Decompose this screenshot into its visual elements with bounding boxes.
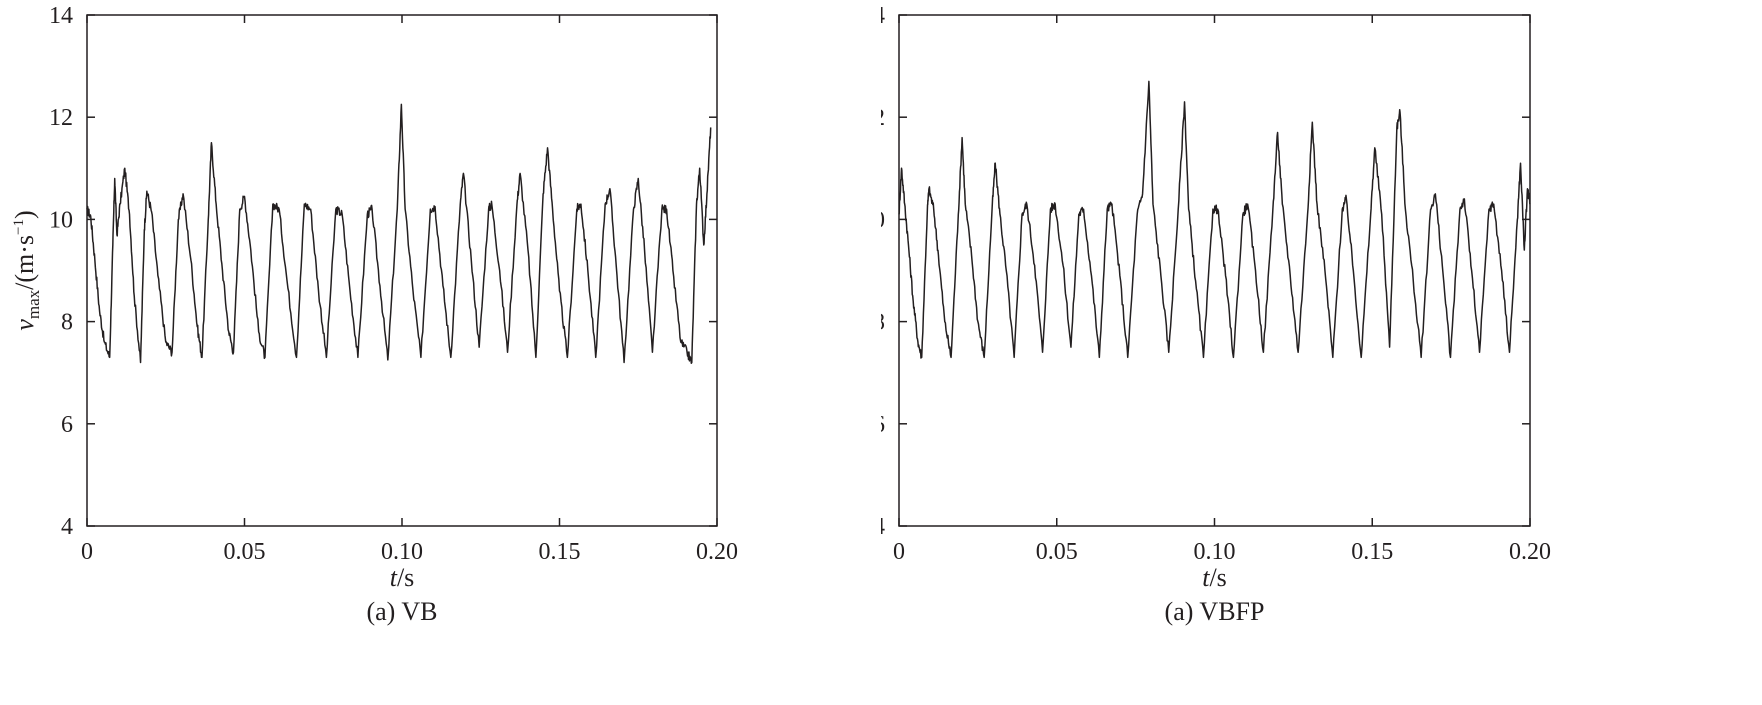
series-line [898,80,1531,359]
chart-vb-svg: 0 0.05 0.10 0.15 0.20 4 6 8 10 12 14 t/s vmax/(m·s−1… [10,3,738,626]
y-tick-label: 14 [881,3,885,29]
x-tick-label: 0.10 [381,539,423,565]
chart-vbfp-svg: 00.050.100.150.20468101214t/svmax/(m·s−1… [881,3,1551,626]
plot-frame [898,14,1531,527]
y-tick-label: 4 [61,514,73,540]
x-axis-title: t/s [390,563,415,592]
y-tick-label: 6 [61,412,73,438]
y-tick-label: 8 [881,310,885,336]
x-tick-label: 0.05 [1036,539,1078,565]
x-tick-label: 0.10 [1194,539,1236,565]
chart-caption: (a) VBFP [1165,597,1265,626]
x-tick-label: 0.20 [696,539,738,565]
plot-frame [86,14,718,527]
y-tick-label: 8 [61,310,73,336]
y-tick-label: 4 [881,514,885,540]
y-tick-label: 12 [49,105,73,131]
y-tick-label: 12 [881,105,885,131]
chart-caption: (a) VB [366,597,437,626]
x-tick-label: 0.15 [539,539,581,565]
y-tick-label: 10 [49,207,73,233]
x-tick-label: 0.05 [224,539,266,565]
y-tick-label: 10 [881,207,885,233]
y-axis-title: vmax/(m·s−1) [10,210,43,330]
y-tick-label: 14 [49,3,73,29]
x-tick-label: 0 [893,539,905,565]
y-tick-label: 6 [881,412,885,438]
x-axis-title: t/s [1202,563,1227,592]
x-tick-label: 0.15 [1351,539,1393,565]
chart-panel-vbfp: 00.050.100.150.20468101214t/svmax/(m·s−1… [881,0,1762,705]
chart-panel-vb: 0 0.05 0.10 0.15 0.20 4 6 8 10 12 14 t/s vmax/(m·s−1… [10,3,738,626]
x-tick-label: 0 [81,539,93,565]
x-tick-label: 0.20 [1509,539,1551,565]
series-line [86,103,712,365]
